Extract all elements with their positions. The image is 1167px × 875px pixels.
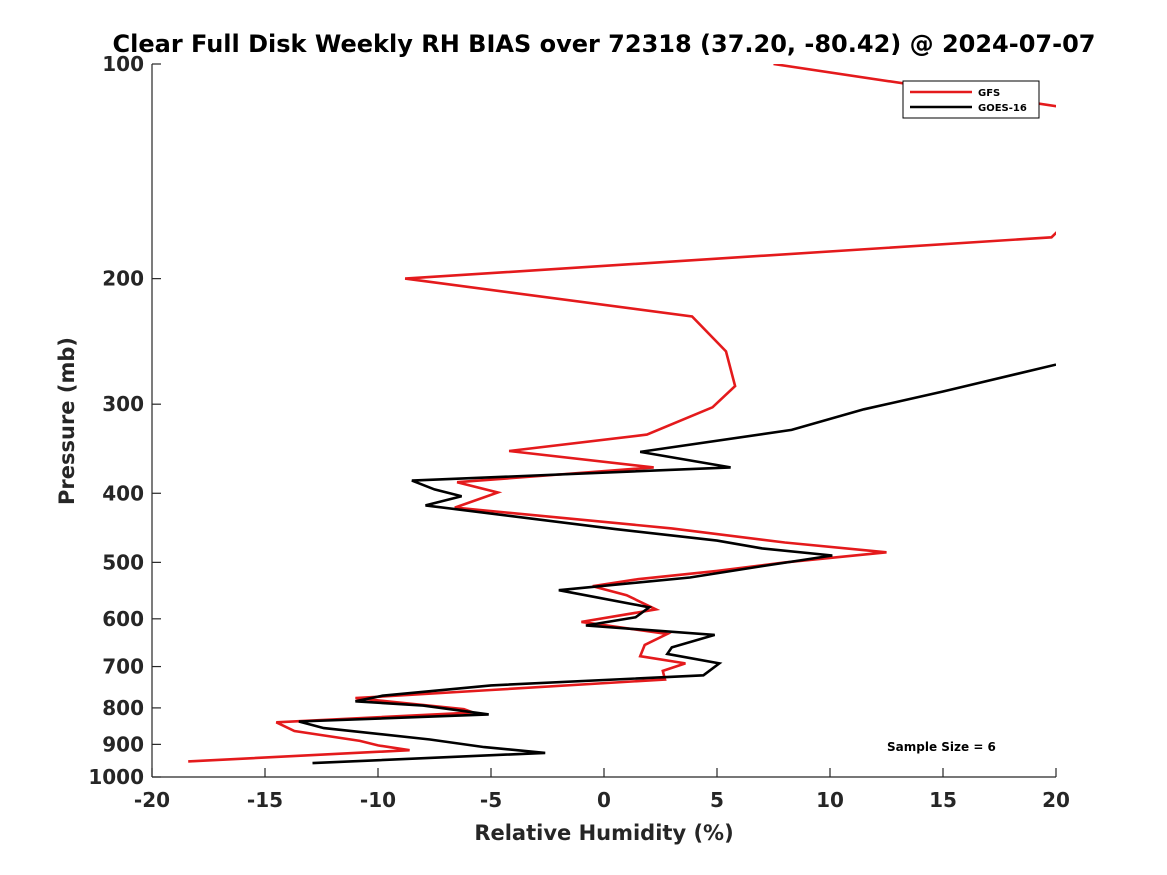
x-tick-label: -20 bbox=[134, 788, 170, 812]
series-line-goes16 bbox=[298, 363, 1056, 765]
x-tick-label: 5 bbox=[710, 788, 724, 812]
y-tick-label: 400 bbox=[102, 481, 144, 505]
y-tick-label: 500 bbox=[102, 550, 144, 574]
x-axis-label: Relative Humidity (%) bbox=[474, 821, 733, 845]
legend-label-goes16: GOES-16 bbox=[978, 103, 1027, 114]
x-tick-label: 15 bbox=[929, 788, 957, 812]
x-ticks: -20 -15 -10 -5 0 5 10 15 20 bbox=[134, 768, 1070, 812]
y-axis-label: Pressure (mb) bbox=[55, 337, 79, 505]
y-tick-label: 700 bbox=[102, 655, 144, 679]
y-tick-label: 200 bbox=[102, 267, 144, 291]
y-tick-label: 800 bbox=[102, 696, 144, 720]
legend-label-gfs: GFS bbox=[978, 88, 1000, 99]
x-tick-label: -15 bbox=[247, 788, 283, 812]
x-tick-label: -10 bbox=[360, 788, 396, 812]
x-tick-label: 20 bbox=[1042, 788, 1070, 812]
y-tick-label: 300 bbox=[102, 392, 144, 416]
x-tick-label: 0 bbox=[597, 788, 611, 812]
y-ticks: 100 200 300 400 500 600 700 800 900 1000 bbox=[88, 52, 161, 789]
y-tick-label: 900 bbox=[102, 732, 144, 756]
x-tick-label: 10 bbox=[816, 788, 844, 812]
sample-size-annotation: Sample Size = 6 bbox=[887, 740, 996, 754]
legend-box bbox=[902, 80, 1040, 119]
legend: GFS GOES-16 bbox=[902, 80, 1040, 119]
chart-title: Clear Full Disk Weekly RH BIAS over 7231… bbox=[113, 30, 1096, 58]
x-tick-label: -5 bbox=[480, 788, 502, 812]
y-tick-label: 600 bbox=[102, 607, 144, 631]
y-tick-label: 100 bbox=[102, 52, 144, 76]
series-group bbox=[188, 64, 1056, 765]
y-tick-label: 1000 bbox=[88, 765, 144, 789]
